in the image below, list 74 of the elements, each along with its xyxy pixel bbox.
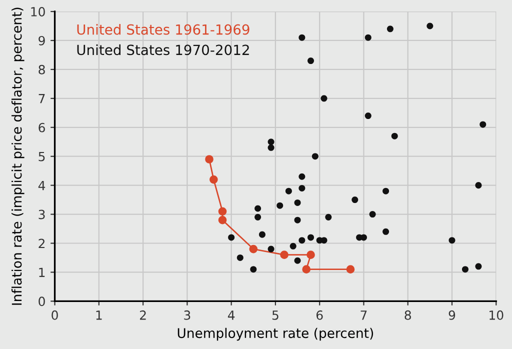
point: [346, 265, 355, 274]
point: [364, 112, 372, 120]
x-tick-label: 0: [52, 310, 58, 320]
point: [254, 214, 262, 220]
point: [210, 175, 218, 184]
text: United States 1961-1969: [77, 24, 250, 35]
point: [475, 182, 482, 189]
point: [320, 95, 328, 102]
x-axis-title: Unemployment rate (percent): [178, 328, 374, 341]
y-tick-label: 1: [39, 268, 45, 277]
point: [325, 214, 332, 220]
point: [285, 188, 292, 194]
point: [294, 199, 301, 206]
point: [312, 153, 318, 160]
point: [298, 184, 306, 192]
x-tick-label: 3: [184, 310, 190, 320]
y-tick-label: 4: [38, 180, 46, 190]
x-tick-label: 9: [448, 310, 456, 320]
point: [386, 26, 394, 32]
point: [298, 173, 306, 180]
point: [290, 242, 296, 250]
y-tick-label: 6: [38, 122, 45, 132]
point: [249, 244, 258, 254]
point: [382, 188, 390, 194]
y-tick-label: 10: [31, 6, 45, 16]
point: [268, 138, 274, 146]
y-tick-label: 3: [38, 210, 45, 220]
point: [294, 216, 301, 224]
point: [276, 202, 284, 209]
point: [218, 207, 227, 216]
point: [258, 231, 266, 238]
point: [462, 266, 468, 273]
x-tick-label: 2: [140, 310, 146, 320]
point: [320, 237, 328, 244]
y-tick-label: 0: [38, 296, 45, 306]
point: [205, 155, 214, 164]
x-tick-label: 5: [272, 310, 278, 320]
point: [298, 237, 306, 244]
point: [308, 58, 314, 64]
text: United States 1970-2012: [77, 44, 249, 56]
point: [391, 132, 398, 140]
point: [294, 257, 301, 264]
point: [306, 250, 315, 260]
point: [298, 34, 306, 41]
y-tick-label: 5: [38, 152, 45, 162]
point: [364, 34, 372, 41]
point: [268, 144, 274, 151]
point: [352, 196, 358, 204]
point: [426, 22, 434, 30]
point: [218, 216, 227, 224]
x-tick-label: 4: [228, 310, 235, 320]
point: [268, 246, 274, 252]
y-tick-label: 8: [38, 64, 45, 74]
x-tick-label: 8: [404, 310, 411, 320]
point: [369, 211, 376, 218]
point: [308, 234, 314, 241]
y-tick-label: 9: [38, 36, 45, 46]
point: [250, 266, 257, 273]
y-axis-title: Inflation rate (implicit price deflator, percent): [12, 8, 24, 305]
point: [254, 205, 262, 212]
x-tick-label: 10: [490, 310, 504, 320]
point: [480, 121, 486, 128]
point: [228, 234, 235, 241]
point: [382, 228, 390, 235]
point: [475, 263, 482, 270]
x-tick-label: 1: [96, 310, 102, 320]
x-tick-label: 7: [360, 310, 367, 320]
point: [302, 265, 311, 274]
x-tick-label: 6: [316, 310, 323, 320]
point: [280, 250, 288, 260]
point: [236, 254, 244, 261]
y-tick-label: 2: [38, 238, 45, 248]
y-tick-label: 7: [38, 94, 45, 104]
point: [448, 237, 456, 244]
